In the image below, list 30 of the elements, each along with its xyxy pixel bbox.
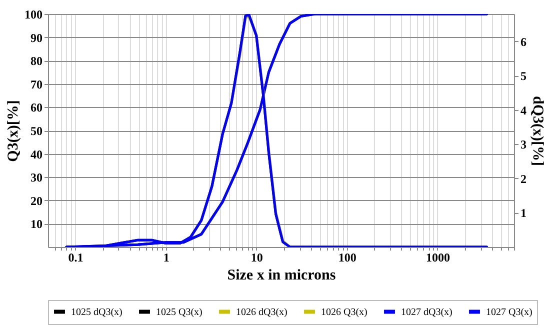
x-tick-label: 1000	[426, 250, 450, 264]
y2-tick-label: 1	[520, 206, 526, 220]
legend-label: 1026 dQ3(x)	[236, 306, 288, 318]
legend-label: 1025 Q3(x)	[156, 306, 202, 318]
x-tick-label: 10	[250, 250, 263, 264]
y2-axis-title: dQ3(x)[%]	[530, 96, 546, 166]
x-tick-label: 100	[338, 250, 356, 264]
y-tick-label: 80	[30, 54, 42, 68]
y-tick-label: 90	[30, 30, 42, 45]
y2-tick-label: 4	[520, 103, 526, 118]
y-tick-label: 70	[30, 77, 42, 92]
legend-label: 1025 dQ3(x)	[71, 306, 122, 318]
y-tick-label: 40	[30, 147, 42, 162]
y2-tick-label: 5	[520, 69, 526, 84]
y-tick-label: 10	[30, 217, 42, 232]
y2-tick-label: 6	[520, 34, 526, 49]
legend-label: 1026 Q3(x)	[321, 306, 368, 318]
y-tick-label: 20	[30, 194, 42, 208]
y-tick-label: 30	[30, 170, 42, 185]
y-tick-label: 50	[30, 124, 42, 138]
y-axis-title: Q3(x)[%]	[6, 100, 22, 162]
legend-label: 1027 dQ3(x)	[401, 306, 452, 318]
x-tick-label: 1	[163, 250, 170, 264]
y-tick-label: 60	[30, 100, 42, 115]
y-tick-label: 100	[24, 8, 42, 22]
x-axis-title: Size x in microns	[227, 268, 336, 284]
y2-tick-label: 3	[520, 138, 526, 152]
legend-label: 1027 Q3(x)	[486, 306, 532, 318]
x-tick-label: 0.1	[68, 250, 84, 264]
y2-tick-label: 2	[520, 172, 526, 186]
